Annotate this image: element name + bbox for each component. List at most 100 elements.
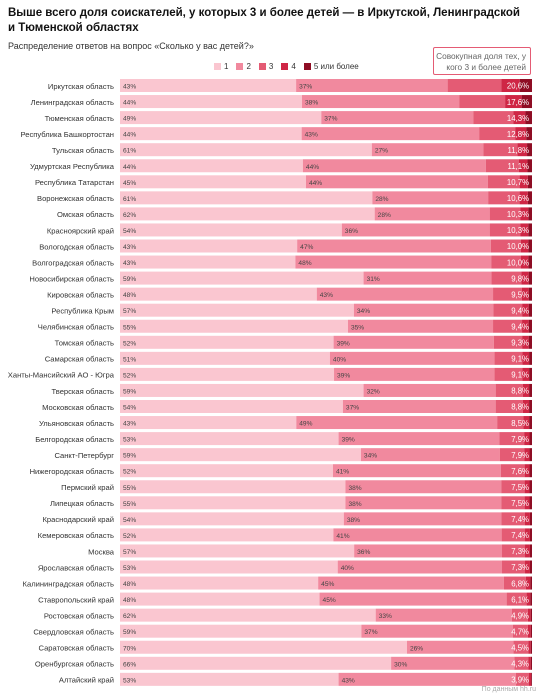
bar-segment-3	[459, 95, 506, 109]
bar-segment-5	[531, 672, 532, 686]
legend-swatch-3	[258, 62, 266, 70]
value-label-2: 38%	[348, 485, 361, 492]
bar-segment-5	[530, 592, 532, 606]
bar-segment-5	[530, 656, 532, 670]
bar-segment-3	[503, 576, 526, 590]
category-label: Пермский край	[61, 483, 114, 492]
bar-segment-1	[120, 143, 372, 157]
value-label-2: 37%	[346, 405, 359, 412]
category-label: Республика Татарстан	[35, 178, 114, 187]
bar-segment-2	[337, 560, 503, 574]
bar-segment-4	[524, 512, 530, 526]
legend-swatch-2	[236, 62, 244, 70]
bar-segment-3	[489, 207, 521, 221]
total-three-plus-label: 9,1%	[511, 371, 529, 380]
bar-segment-4	[522, 351, 530, 365]
bar-segment-2	[353, 303, 494, 317]
bar-segment-2	[372, 191, 489, 205]
bar-segment-5	[529, 544, 532, 558]
total-three-plus-label: 7,4%	[511, 531, 529, 540]
bar-segment-5	[521, 95, 532, 109]
value-label-2: 30%	[394, 661, 407, 668]
category-label: Липецкая область	[50, 499, 114, 508]
total-three-plus-label: 7,3%	[511, 547, 529, 556]
bar-segment-4	[524, 432, 530, 446]
bar-segment-4	[528, 672, 532, 686]
bar-segment-3	[483, 143, 518, 157]
value-label-2: 39%	[337, 340, 350, 347]
total-three-plus-label: 4,5%	[511, 643, 529, 652]
bar-segment-5	[528, 271, 532, 285]
value-label-1: 59%	[123, 388, 136, 395]
bar-segment-2	[295, 255, 492, 269]
bar-segment-3	[495, 400, 523, 413]
bar-segment-2	[361, 624, 513, 638]
total-three-plus-label: 4,3%	[511, 660, 529, 669]
bar-segment-4	[523, 416, 530, 430]
bar-segment-5	[527, 191, 532, 205]
bar-segment-2	[363, 271, 492, 285]
legend-item-4: 4	[281, 61, 296, 71]
bar-segment-4	[520, 239, 529, 253]
value-label-2: 38%	[305, 100, 318, 107]
bar-segment-5	[529, 448, 532, 462]
bar-segment-1	[120, 672, 339, 686]
bar-segment-2	[341, 223, 490, 237]
bar-segment-4	[522, 400, 530, 413]
bar-segment-3	[493, 303, 523, 317]
bar-segment-3	[506, 592, 527, 606]
bar-segment-1	[120, 207, 375, 221]
bar-segment-4	[522, 383, 530, 397]
bar-segment-2	[338, 672, 516, 686]
bar-segment-1	[120, 159, 303, 173]
bar-segment-1	[120, 319, 348, 333]
legend-label-4: 4	[291, 61, 296, 71]
value-label-1: 43%	[123, 421, 136, 428]
bar-segment-1	[120, 544, 355, 558]
bar-segment-5	[528, 223, 532, 237]
bar-segment-5	[527, 143, 532, 157]
bar-segment-5	[528, 239, 532, 253]
bar-segment-2	[342, 400, 496, 413]
category-label: Калининградская область	[23, 579, 114, 588]
total-three-plus-label: 4,9%	[511, 611, 529, 620]
value-label-2: 34%	[357, 308, 370, 315]
value-label-2: 32%	[367, 388, 380, 395]
bar-segment-5	[528, 255, 532, 269]
bar-segment-2	[375, 608, 512, 622]
total-three-plus-label: 6,1%	[511, 595, 529, 604]
bar-segment-2	[333, 528, 502, 542]
bar-segment-2	[347, 319, 494, 333]
category-label: Ханты-Мансийский АО - Югра	[8, 371, 115, 380]
bar-segment-2	[302, 95, 460, 109]
bar-segment-4	[518, 159, 528, 173]
category-label: Ставропольский край	[38, 595, 114, 604]
bar-segment-2	[374, 207, 490, 221]
value-label-1: 44%	[123, 164, 136, 171]
bar-segment-3	[500, 464, 525, 478]
bar-segment-1	[120, 608, 376, 622]
category-label: Республика Башкортостан	[21, 130, 114, 139]
legend-label-3: 3	[268, 61, 274, 71]
bar-segment-3	[501, 528, 526, 542]
value-label-1: 62%	[123, 212, 136, 219]
bar-segment-1	[120, 464, 333, 478]
total-three-plus-label: 3,9%	[511, 676, 529, 685]
bar-segment-5	[519, 79, 532, 92]
value-label-1: 55%	[123, 485, 136, 492]
bar-segment-1	[120, 351, 330, 365]
bar-segment-1	[120, 175, 306, 189]
value-label-2: 45%	[323, 597, 336, 604]
bar-segment-5	[529, 560, 532, 574]
bar-segment-5	[530, 640, 532, 654]
bar-segment-4	[515, 127, 527, 141]
value-label-1: 45%	[123, 180, 136, 187]
value-label-1: 61%	[123, 148, 136, 155]
category-label: Вологодская область	[39, 242, 114, 251]
value-label-2: 43%	[342, 677, 355, 684]
bar-segment-1	[120, 303, 354, 317]
category-label: Тюменская область	[45, 114, 114, 123]
category-label: Новосибирская область	[29, 274, 114, 283]
bar-segment-2	[319, 592, 507, 606]
value-label-1: 57%	[123, 308, 136, 315]
